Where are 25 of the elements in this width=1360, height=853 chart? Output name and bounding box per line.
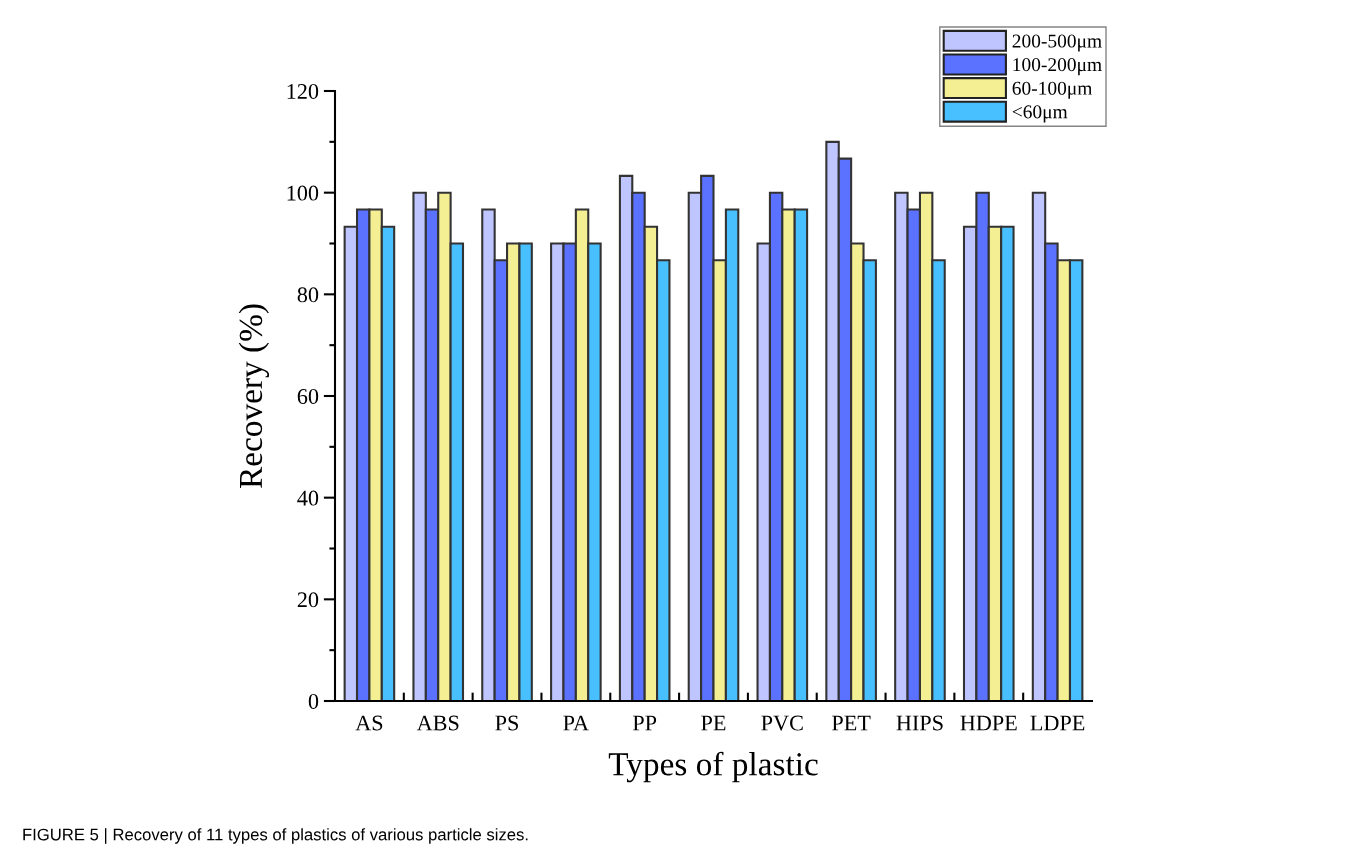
x-tick-label: ABS	[416, 715, 459, 731]
legend-label: 200-500μm	[1012, 34, 1102, 52]
y-tick-label: 0	[308, 693, 319, 709]
legend-label: 60-100μm	[1012, 81, 1093, 99]
x-tick-label: PE	[701, 715, 726, 731]
x-tick-label: HIPS	[896, 715, 943, 731]
legend-label: 100-200μm	[1013, 58, 1102, 76]
x-tick-label: PP	[632, 715, 657, 731]
y-axis-title: Recovery (%)	[238, 304, 270, 489]
x-tick-label: PET	[832, 715, 871, 731]
y-tick-label: 20	[297, 592, 319, 608]
y-tick-label: 80	[297, 287, 319, 303]
y-tick-label: 100	[287, 185, 319, 201]
x-tick-label: HDPE	[960, 715, 1017, 731]
caption: FIGURE 5 | Recovery of 11 types of plastics of various particle sizes.	[23, 828, 528, 844]
x-tick-label: PVC	[761, 715, 803, 731]
x-tick-label: PS	[495, 715, 519, 731]
legend-label: <60μm	[1012, 105, 1068, 123]
y-tick-label: 60	[297, 388, 319, 404]
y-tick-label: 120	[287, 83, 319, 99]
x-tick-label: AS	[355, 715, 383, 731]
x-tick-label: PA	[563, 715, 589, 731]
y-tick-label: 40	[297, 490, 319, 506]
x-axis-title: Types of plastic	[608, 751, 818, 783]
x-tick-label: LDPE	[1030, 715, 1085, 731]
